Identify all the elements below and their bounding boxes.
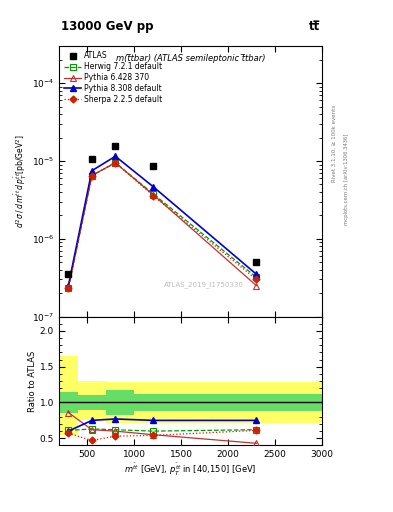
X-axis label: $m^{\bar{t}t}$ [GeV], $p_T^{\bar{t}t}$ in [40,150] [GeV]: $m^{\bar{t}t}$ [GeV], $p_T^{\bar{t}t}$ i… <box>124 462 257 478</box>
Y-axis label: $d^2\sigma\,/\,d\,m^{\bar{t}t}\,d\,p_T^{\bar{t}t}$[pb/GeV$^2$]: $d^2\sigma\,/\,d\,m^{\bar{t}t}\,d\,p_T^{… <box>13 135 29 228</box>
Text: mcplots.cern.ch [arXiv:1306.3436]: mcplots.cern.ch [arXiv:1306.3436] <box>344 134 349 225</box>
Text: tt̅: tt̅ <box>309 20 320 33</box>
Text: ATLAS_2019_I1750330: ATLAS_2019_I1750330 <box>164 281 244 288</box>
Y-axis label: Ratio to ATLAS: Ratio to ATLAS <box>28 350 37 412</box>
Text: Rivet 3.1.10, ≥ 100k events: Rivet 3.1.10, ≥ 100k events <box>332 105 337 182</box>
Legend: ATLAS, Herwig 7.2.1 default, Pythia 6.428 370, Pythia 8.308 default, Sherpa 2.2.: ATLAS, Herwig 7.2.1 default, Pythia 6.42… <box>63 50 164 105</box>
Text: 13000 GeV pp: 13000 GeV pp <box>61 20 153 33</box>
Text: m(t̅tbar) (ATLAS semileptonic t̅tbar): m(t̅tbar) (ATLAS semileptonic t̅tbar) <box>116 54 265 63</box>
